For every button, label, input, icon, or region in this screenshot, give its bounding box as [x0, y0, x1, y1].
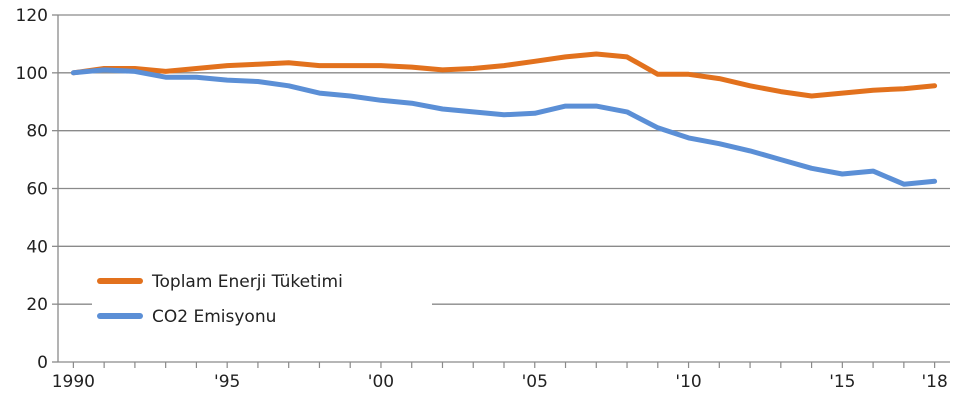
x-tick-label: 1990 — [52, 372, 95, 392]
x-tick-label: '10 — [675, 372, 701, 392]
y-tick-label: 20 — [26, 295, 48, 315]
x-axis: 1990 '95 '00 '05 '10 '15 '18 — [52, 362, 948, 392]
y-tick-label: 40 — [26, 237, 48, 257]
x-tick-label: '15 — [829, 372, 855, 392]
y-tick-label: 120 — [16, 6, 48, 26]
y-tick-label: 0 — [37, 353, 48, 373]
x-tick-label: '18 — [921, 372, 947, 392]
legend: Toplam Enerji Tüketimi CO2 Emisyonu — [92, 258, 432, 334]
series-line-co2 — [70, 67, 938, 187]
x-tick-label: '00 — [368, 372, 394, 392]
series-lines — [70, 51, 938, 187]
legend-label-energy: Toplam Enerji Tüketimi — [151, 272, 343, 292]
y-tick-label: 60 — [26, 180, 48, 200]
legend-background — [92, 258, 432, 334]
y-tick-label: 80 — [26, 122, 48, 142]
series-line-energy — [70, 51, 938, 99]
legend-label-co2: CO2 Emisyonu — [152, 307, 276, 327]
x-tick-label: '05 — [522, 372, 548, 392]
y-axis: 0 20 40 60 80 100 120 — [16, 6, 59, 373]
x-tick-label: '95 — [214, 372, 240, 392]
y-tick-label: 100 — [16, 64, 48, 84]
